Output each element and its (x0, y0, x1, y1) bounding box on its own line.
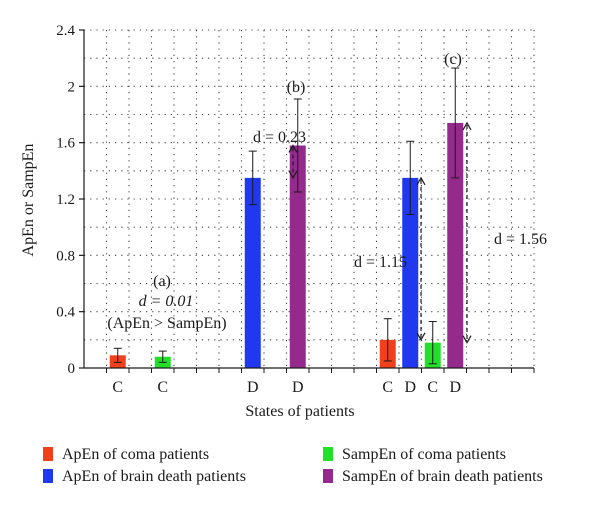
arrow-c2-head-bottom (462, 335, 472, 344)
annotation-a-note: (ApEn > SampEn) (107, 315, 226, 332)
arrow-c1 (416, 176, 426, 342)
x-category-label: C (157, 379, 168, 396)
legend-swatch-sampen-bd (323, 469, 333, 483)
annotation-c-label: (c) (444, 51, 462, 68)
y-tick-label: 2 (68, 79, 76, 95)
bar-sampen_bd (447, 122, 464, 368)
bar-sampen_bd (289, 145, 306, 368)
annotation-a-label: (a) (153, 273, 171, 290)
annotation-c-d2: d = 1.56 (494, 231, 547, 248)
annotation-b-d: d = 0.23 (253, 129, 306, 146)
difference-arrows (288, 121, 472, 344)
x-axis-title: States of patients (245, 403, 354, 420)
annotation-b-label: (b) (287, 79, 306, 96)
legend-label-sampen-bd: SampEn of brain death patients (342, 468, 543, 485)
bar-apen_bd (244, 177, 261, 368)
legend-label-apen-coma: ApEn of coma patients (62, 446, 209, 463)
y-tick-label: 1.2 (56, 192, 75, 208)
arrow-c1-head-top (416, 176, 426, 186)
x-category-label: C (112, 379, 123, 396)
x-category-label: D (247, 379, 259, 396)
y-axis-title: ApEn or SampEn (20, 144, 37, 257)
annotation-c-d1: d = 1.15 (354, 254, 407, 271)
legend-label-apen-bd: ApEn of brain death patients (62, 468, 246, 485)
arrow-c2-head-top (462, 121, 472, 131)
y-tick-label: 2.4 (56, 23, 75, 39)
legend-swatch-sampen-coma (323, 447, 333, 461)
y-tick-label: 0.4 (56, 305, 75, 321)
grid-lines (84, 29, 535, 368)
y-tick-label: 0 (68, 361, 76, 377)
x-category-label: D (404, 379, 416, 396)
arrow-c2 (462, 121, 472, 344)
arrow-c1-head-bottom (416, 332, 426, 342)
bar-apen_bd (402, 177, 419, 368)
x-category-label: D (292, 379, 304, 396)
y-tick-label: 0.8 (56, 248, 75, 264)
legend-label-sampen-coma: SampEn of coma patients (342, 446, 506, 463)
arrow-b-head-bottom (288, 170, 298, 180)
arrow-b-head-top (288, 144, 298, 153)
y-tick-label: 1.6 (56, 136, 75, 152)
legend: ApEn of coma patients SampEn of coma pat… (43, 446, 543, 485)
arrow-b (288, 144, 298, 180)
y-ticks: 0 0.4 0.8 1.2 1.6 2 2.4 (56, 23, 84, 377)
legend-swatch-apen-bd (43, 469, 53, 483)
x-category-label: D (449, 379, 461, 396)
legend-swatch-apen-coma (43, 447, 53, 461)
bars (109, 67, 464, 368)
annotation-a-d: d = 0.01 (139, 293, 194, 310)
x-category-label: C (382, 379, 393, 396)
x-category-label: C (427, 379, 438, 396)
